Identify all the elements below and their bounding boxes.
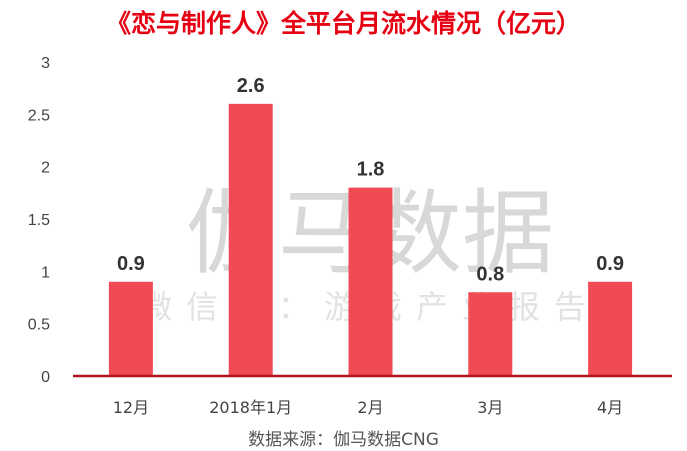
y-tick-label: 2.5: [28, 107, 50, 124]
y-tick-label: 2: [41, 160, 50, 177]
data-label: 1.8: [357, 159, 385, 181]
bar: [468, 292, 513, 376]
x-tick-label: 2月: [357, 398, 383, 417]
x-tick-label: 3月: [477, 398, 503, 417]
x-tick-label: 12月: [113, 398, 149, 417]
data-label: 0.9: [596, 253, 624, 275]
chart-title: 《恋与制作人》全平台月流水情况（亿元）: [105, 9, 581, 38]
x-tick-label: 4月: [597, 398, 623, 417]
x-tick-label: 2018年1月: [209, 398, 292, 417]
data-label: 2.6: [237, 75, 265, 97]
y-tick-label: 1.5: [28, 212, 50, 229]
y-tick-label: 0.5: [28, 317, 50, 334]
data-label: 0.8: [476, 263, 504, 285]
bar: [108, 281, 153, 376]
data-label: 0.9: [117, 253, 145, 275]
y-tick-label: 0: [41, 369, 50, 386]
y-tick-label: 3: [41, 55, 50, 72]
y-tick-label: 1: [41, 264, 50, 281]
source-note: 数据来源：伽马数据CNG: [248, 430, 439, 450]
bar: [228, 103, 273, 376]
bar: [588, 281, 633, 376]
bar: [348, 187, 393, 376]
